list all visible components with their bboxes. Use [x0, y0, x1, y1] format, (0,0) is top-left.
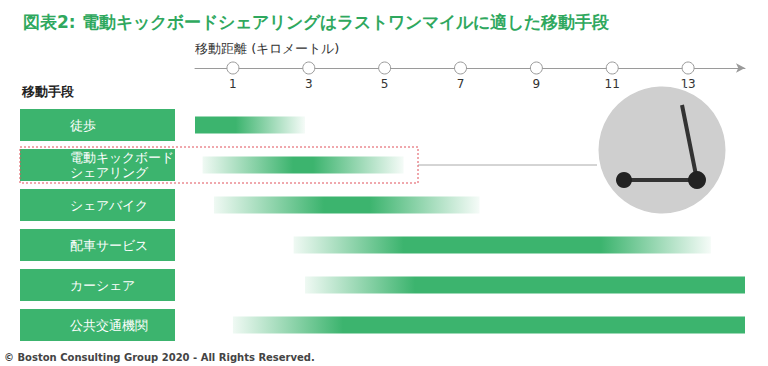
- svg-text:13: 13: [680, 77, 696, 91]
- svg-text:© Boston Consulting Group 2020: © Boston Consulting Group 2020 - All Rig…: [4, 352, 315, 363]
- svg-text:7: 7: [457, 77, 465, 91]
- svg-text:5: 5: [381, 77, 389, 91]
- svg-text:3: 3: [305, 77, 313, 91]
- svg-text:11: 11: [605, 77, 620, 91]
- svg-text:1: 1: [229, 77, 237, 91]
- svg-text:移動手段: 移動手段: [21, 84, 75, 99]
- svg-text:9: 9: [533, 77, 541, 91]
- svg-text:カーシェア: カーシェア: [70, 278, 135, 293]
- svg-text:徒歩: 徒歩: [70, 118, 96, 133]
- svg-text:電動キックボード: 電動キックボード: [70, 150, 174, 165]
- svg-text:シェアバイク: シェアバイク: [70, 198, 148, 213]
- svg-text:シェアリング: シェアリング: [70, 165, 149, 180]
- svg-text:図表2: 電動キックボードシェアリングはラストワンマイルに適: 図表2: 電動キックボードシェアリングはラストワンマイルに適した移動手段: [23, 12, 610, 32]
- svg-text:公共交通機関: 公共交通機関: [70, 318, 148, 333]
- svg-text:移動距離 (キロメートル): 移動距離 (キロメートル): [195, 41, 339, 56]
- svg-text:配車サービス: 配車サービス: [70, 238, 148, 253]
